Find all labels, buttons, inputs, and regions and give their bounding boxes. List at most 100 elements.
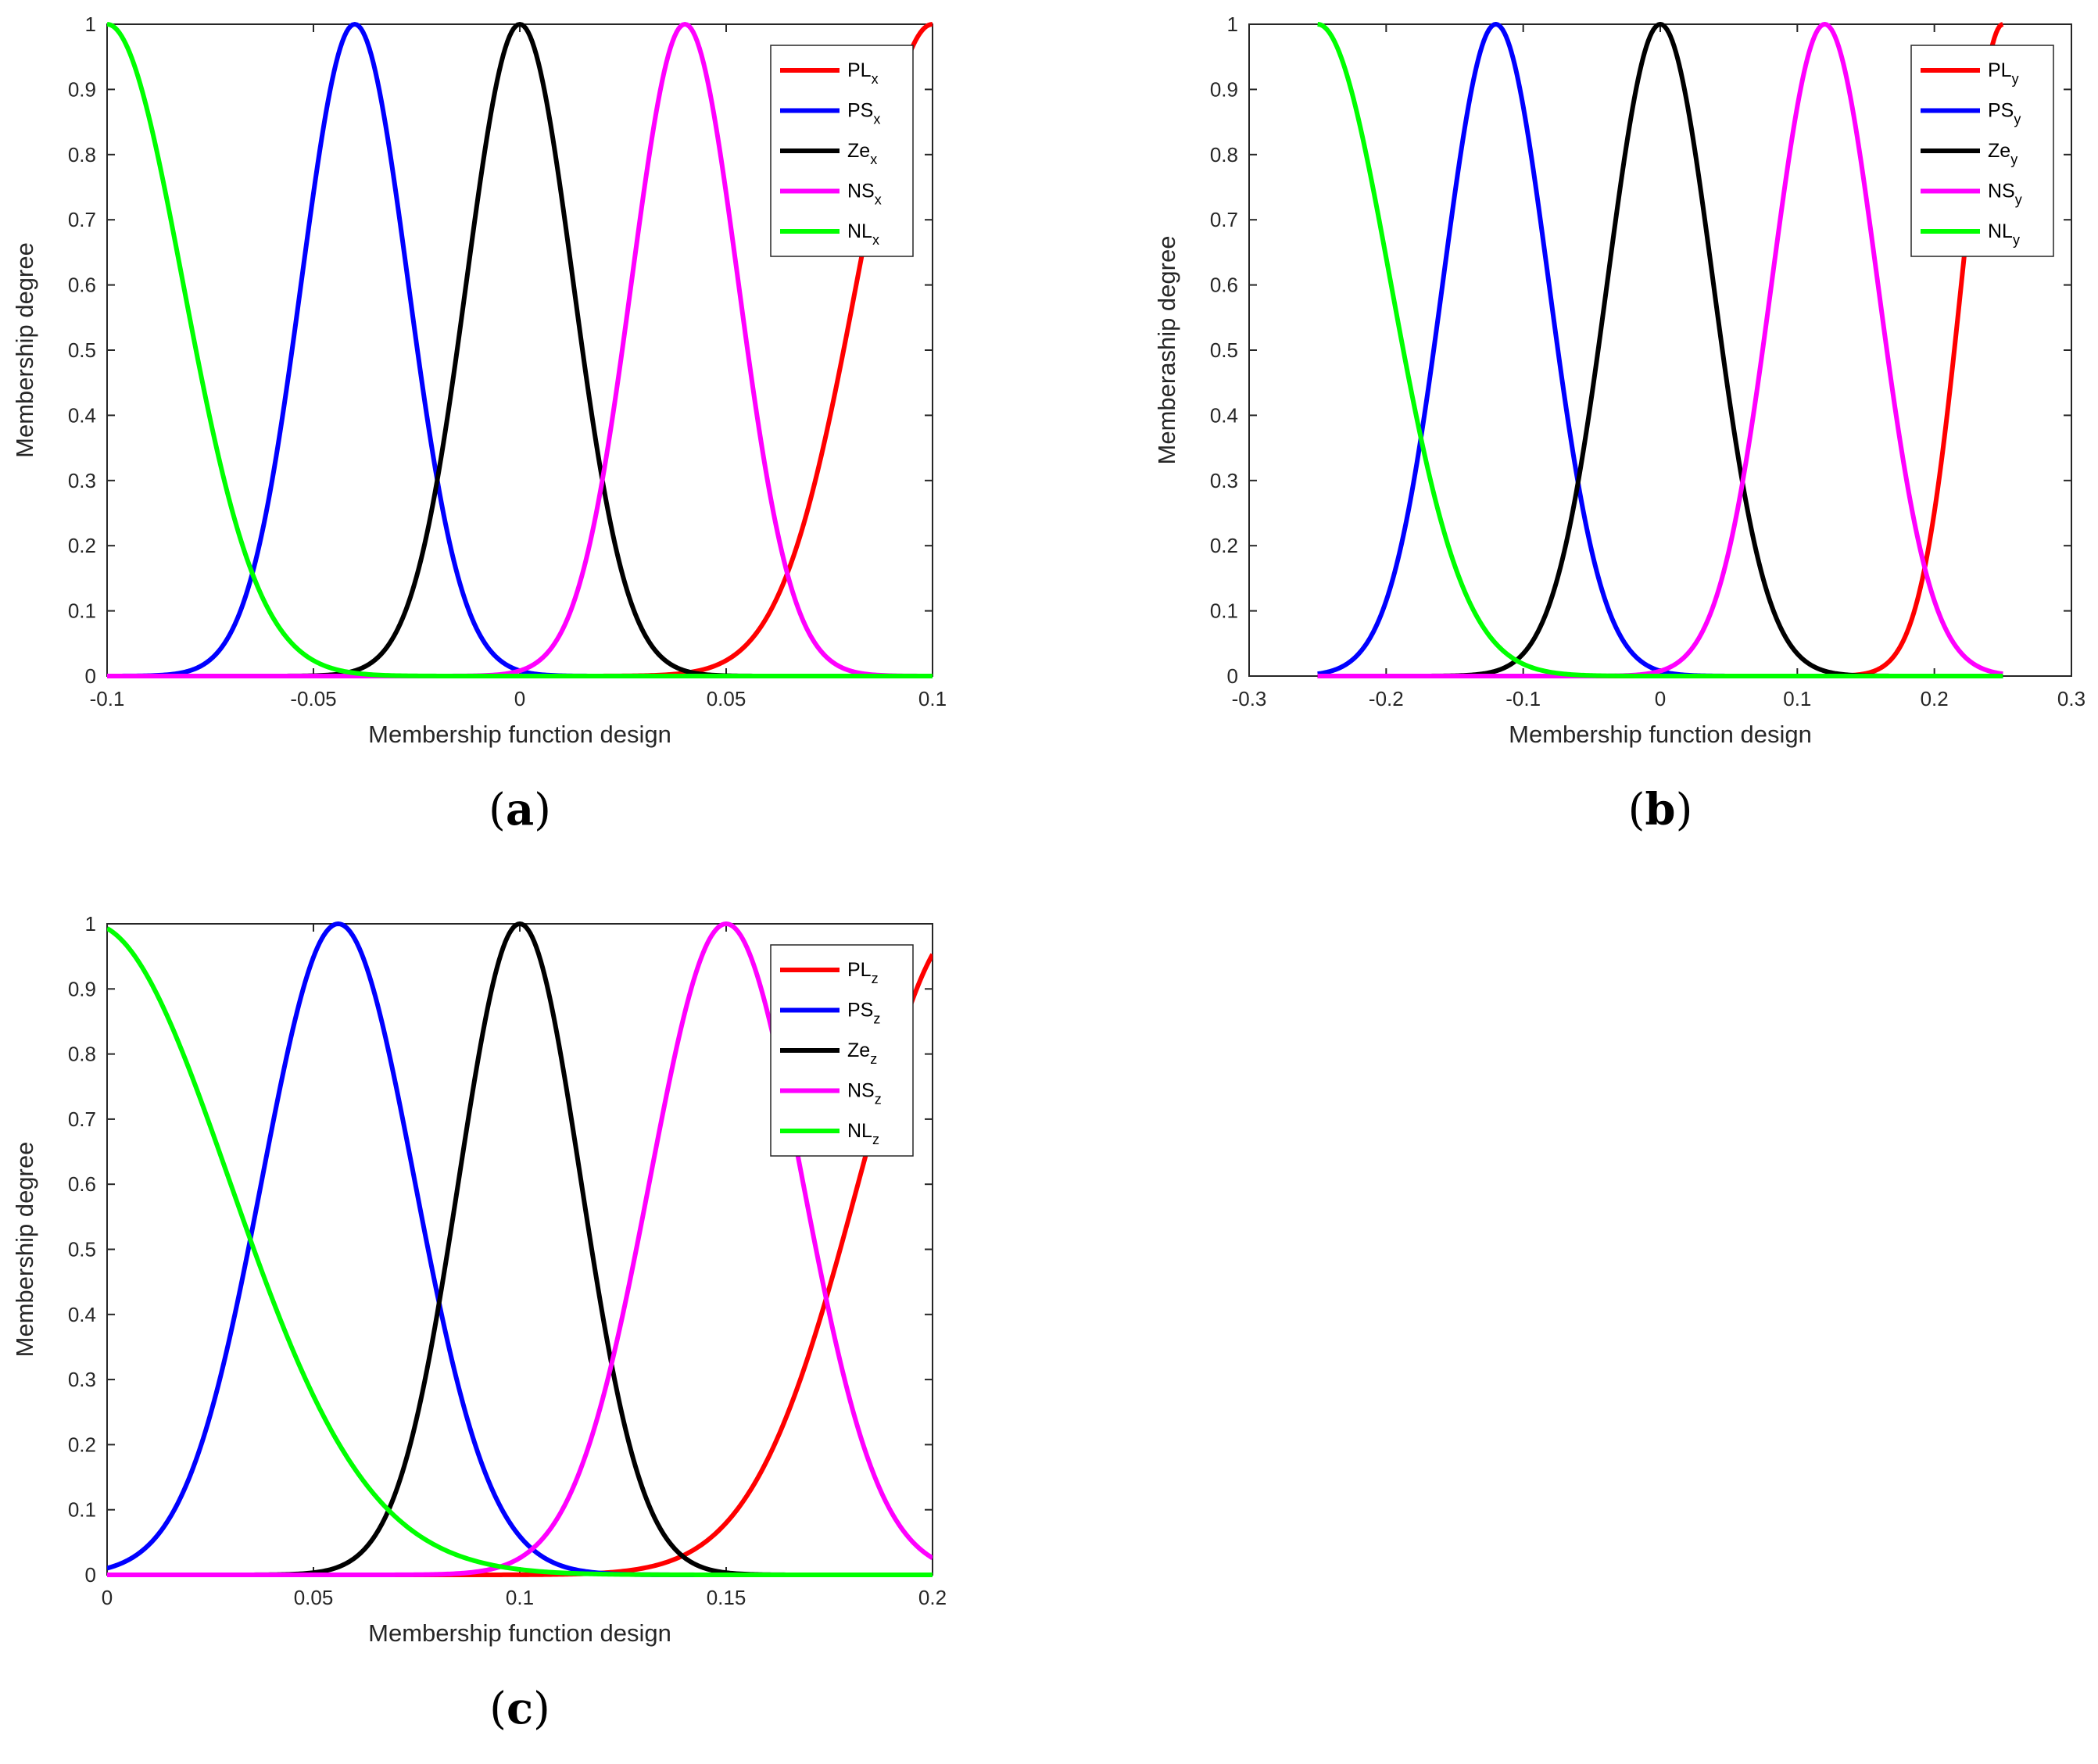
legend-entry-subscript: z — [875, 1092, 882, 1107]
y-tick-label: 0.7 — [68, 208, 96, 231]
legend-entry-name: Ze — [847, 1039, 870, 1061]
y-tick-label: 0.9 — [68, 77, 96, 101]
panel-label-open-paren: ( — [1628, 785, 1645, 835]
legend-entry-subscript: z — [872, 1132, 879, 1147]
chart-panel-b: -0.3 -0.2 -0.1 0 0.1 0.2 0.3 0 0.1 0.2 0.3 0.4 0.5 0.… — [1153, 13, 2085, 835]
x-tick-label: -0.05 — [290, 687, 336, 710]
legend-entry-subscript: y — [2010, 152, 2017, 167]
series-line-ps-y — [1316, 22, 2004, 678]
x-tick-label: -0.3 — [1232, 687, 1267, 710]
x-tick-label: 0.1 — [506, 1586, 534, 1609]
legend-entry-ze: Zex — [847, 140, 877, 167]
panel-label-letter: c — [507, 1683, 533, 1734]
legend-entry-ns: NSz — [847, 1080, 882, 1107]
x-tick-label: 0 — [102, 1586, 113, 1609]
y-tick-label: 0.6 — [68, 274, 96, 297]
legend-entry-name: NS — [847, 181, 875, 202]
y-tick-label: 0.1 — [1210, 599, 1238, 623]
x-tick-label: 0.2 — [918, 1586, 947, 1609]
y-axis-label: Membership degree — [11, 1142, 38, 1358]
panel-label-open-paren: ( — [489, 1683, 507, 1734]
series-group — [107, 22, 933, 678]
x-tick-label: -0.1 — [90, 687, 125, 710]
y-tick-label: 0.4 — [68, 1303, 96, 1326]
x-tick-label: 0 — [1655, 687, 1666, 710]
y-tick-label: 1 — [85, 13, 96, 36]
y-tick-label: 0.8 — [68, 143, 96, 166]
legend-entry-name: NL — [1988, 220, 2013, 242]
legend-entry-subscript: y — [2012, 71, 2019, 87]
y-tick-label: 0.3 — [1210, 469, 1238, 492]
legend-entry-name: PL — [1988, 59, 2012, 81]
y-tick-label: 0.5 — [1210, 338, 1238, 362]
y-tick-label: 0.7 — [68, 1107, 96, 1131]
legend-entry-name: Ze — [1988, 140, 2010, 162]
legend-entry-pl: PLy — [1988, 59, 2019, 87]
legend-entry-ze: Zez — [847, 1039, 877, 1067]
legend-entry-name: PS — [847, 1000, 873, 1022]
legend-entry-name: PS — [847, 100, 873, 122]
x-tick-label: 0.1 — [1783, 687, 1811, 710]
y-tick-label: 0 — [1227, 664, 1238, 688]
legend-entry-name: PL — [847, 59, 872, 81]
x-tick-label: 0.3 — [2057, 687, 2085, 710]
legend-entry-name: PL — [847, 959, 872, 981]
y-tick-label: 0.1 — [68, 599, 96, 623]
y-tick-label: 0.2 — [1210, 534, 1238, 557]
series-line-nl-y — [1316, 22, 2004, 678]
legend-entry-nl: NLy — [1988, 220, 2020, 248]
x-axis-label: Membership function design — [1509, 721, 1812, 748]
series-line-nl-x — [107, 22, 933, 678]
series-group — [107, 921, 933, 1577]
legend-entry-ps: PSx — [847, 100, 880, 127]
x-tick-label: 0.2 — [1921, 687, 1949, 710]
x-tick-label: 0.15 — [707, 1586, 746, 1609]
y-tick-label: 0.8 — [68, 1043, 96, 1066]
series-line-pl-y — [1316, 22, 2004, 678]
legend-entry-nl: NLz — [847, 1120, 879, 1147]
y-tick-label: 0.2 — [68, 1433, 96, 1456]
x-tick-label: 0 — [514, 687, 525, 710]
panel-label: (a) — [489, 784, 551, 835]
series-line-ns-x — [107, 22, 933, 678]
legend-entry-name: NL — [847, 1120, 872, 1142]
legend-entry-subscript: z — [870, 1051, 877, 1067]
x-tick-label: 0.1 — [918, 687, 947, 710]
series-group — [1316, 22, 2004, 678]
chart-panel-c: 0 0.05 0.1 0.15 0.2 0 0.1 0.2 0.3 0.4 0.5 0.6 0.7 0.8… — [11, 912, 947, 1734]
panel-label-open-paren: ( — [489, 785, 506, 835]
y-tick-label: 0 — [85, 1563, 96, 1587]
panel-label-close-paren: ) — [533, 1683, 550, 1734]
series-line-nl-z — [107, 926, 933, 1577]
panel-label-letter: b — [1645, 784, 1675, 835]
y-tick-label: 0.6 — [1210, 274, 1238, 297]
y-tick-label: 0.2 — [68, 534, 96, 557]
legend-entry-name: NL — [847, 220, 872, 242]
y-tick-label: 0.9 — [1210, 77, 1238, 101]
series-line-ze-y — [1316, 22, 2004, 678]
legend-entry-ps: PSz — [847, 1000, 880, 1027]
legend-entry-subscript: x — [872, 71, 879, 87]
series-line-ns-y — [1316, 22, 2004, 678]
legend-entry-subscript: x — [873, 112, 880, 127]
panel-label-letter: a — [506, 784, 534, 835]
y-axis-label: Membership degree — [11, 242, 38, 458]
y-tick-label: 0.3 — [68, 1368, 96, 1391]
legend-entry-ps: PSy — [1988, 100, 2021, 127]
y-tick-label: 0.5 — [68, 1238, 96, 1261]
panel-label-close-paren: ) — [1676, 785, 1693, 835]
x-tick-label: -0.1 — [1505, 687, 1541, 710]
legend-entry-name: PS — [1988, 100, 2014, 122]
legend-entry-subscript: x — [872, 232, 879, 248]
y-tick-label: 1 — [85, 912, 96, 936]
legend-entry-pl: PLx — [847, 59, 879, 87]
legend-entry-name: NS — [847, 1080, 875, 1102]
y-tick-label: 0.8 — [1210, 143, 1238, 166]
legend-entry-ns: NSy — [1988, 181, 2022, 208]
y-tick-label: 0 — [85, 664, 96, 688]
legend-entry-subscript: y — [2013, 232, 2020, 248]
legend-entry-ze: Zey — [1988, 140, 2017, 167]
legend-entry-subscript: z — [872, 971, 879, 986]
